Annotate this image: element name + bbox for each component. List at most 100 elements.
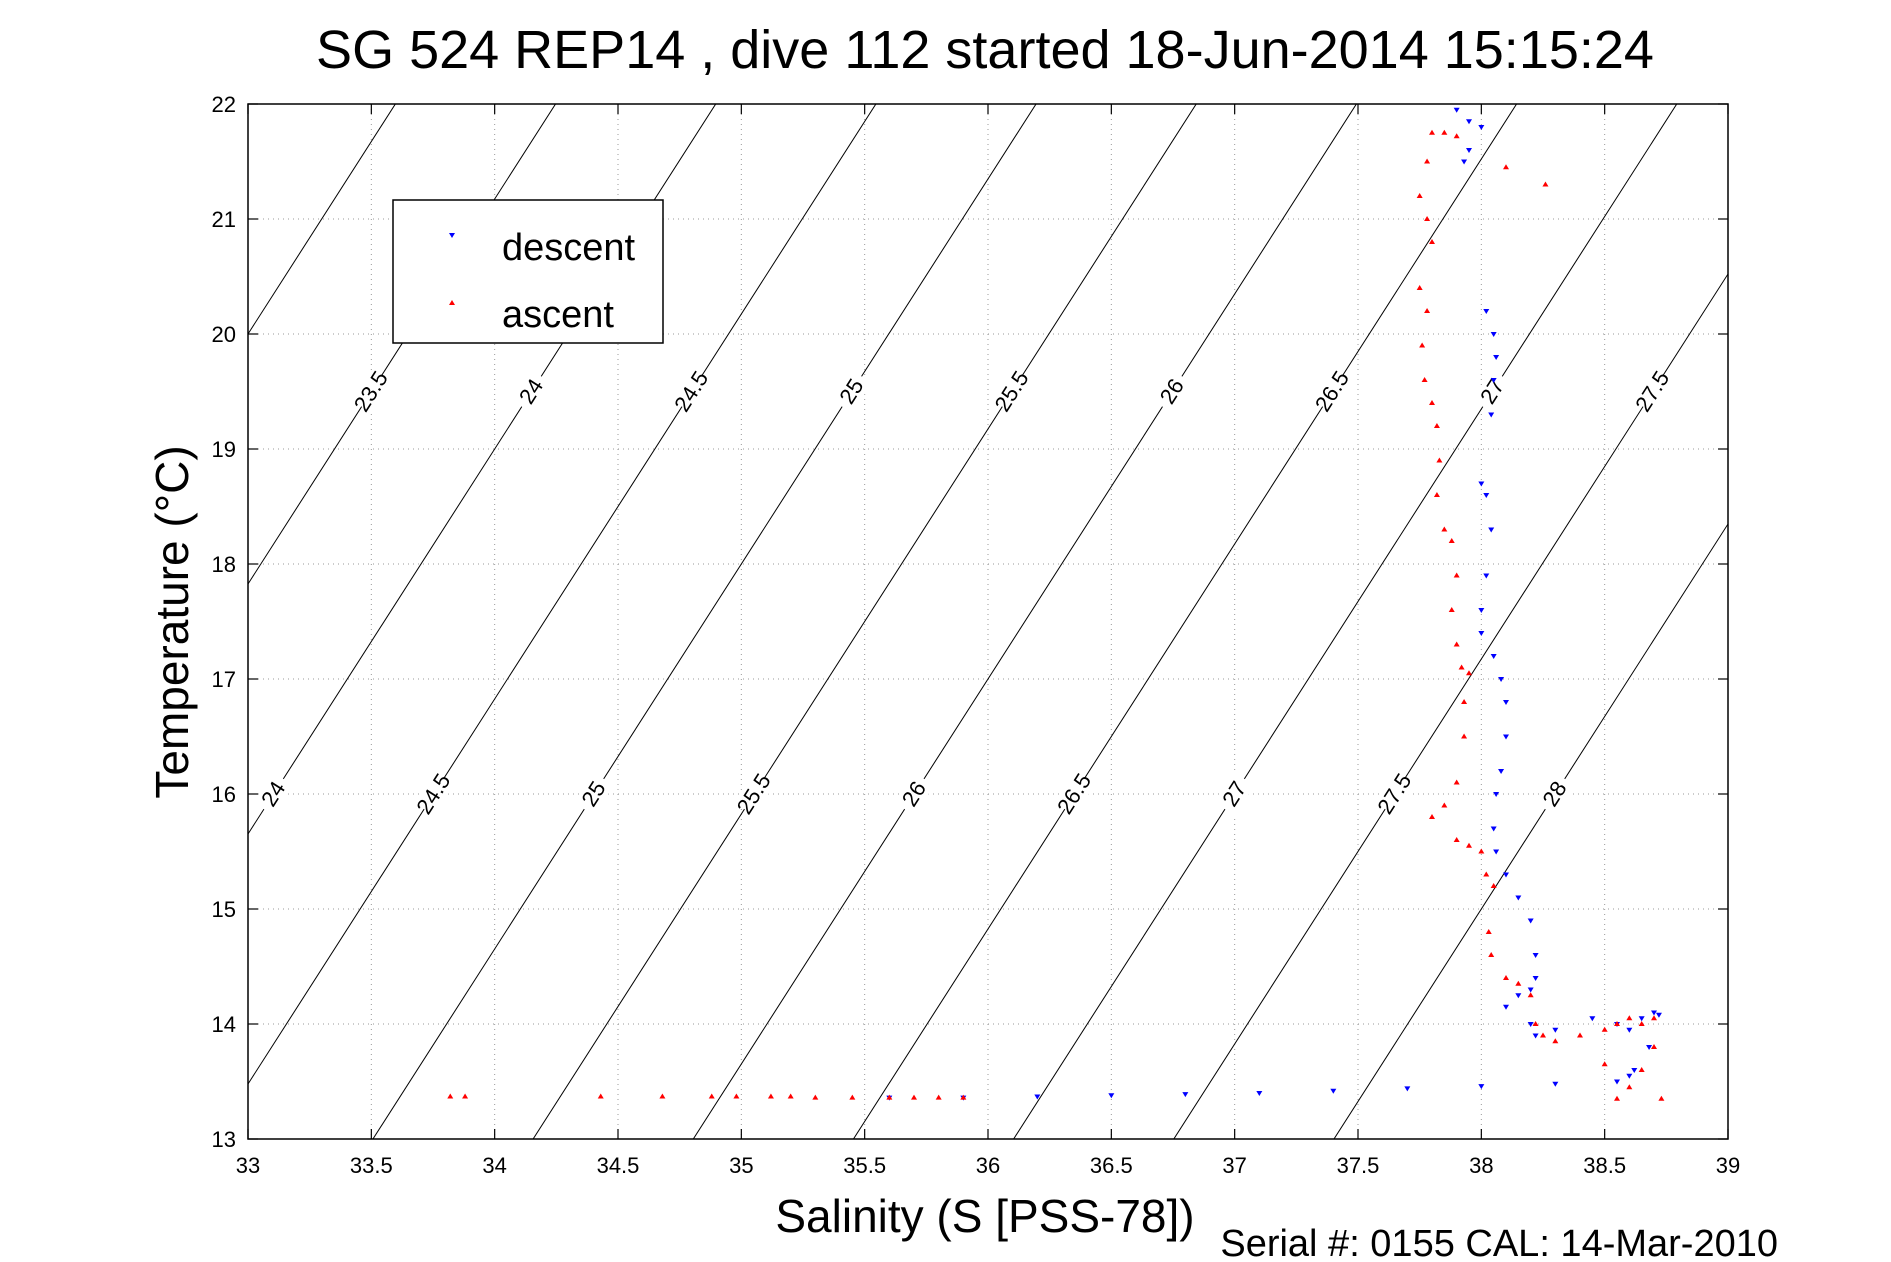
ascent-point	[1453, 572, 1460, 578]
descent-point	[1490, 332, 1497, 337]
descent-point	[1552, 1081, 1559, 1087]
descent-point	[1532, 953, 1539, 958]
density-contour-label-bg	[671, 369, 712, 414]
descent-point	[1532, 976, 1539, 981]
y-tick-label: 17	[212, 667, 236, 692]
descent-point	[1515, 993, 1522, 999]
ascent-point	[1453, 837, 1460, 842]
ascent-point	[911, 1094, 917, 1100]
legend-ascent-label: ascent	[502, 294, 614, 336]
density-contour-label: 25.5	[732, 769, 776, 819]
ascent-point	[1488, 952, 1495, 957]
ascent-point	[659, 1093, 666, 1099]
ascent-point	[447, 1093, 454, 1099]
ascent-point	[767, 1093, 774, 1099]
density-contour-label-bg	[1375, 772, 1415, 816]
density-contour	[248, 104, 717, 835]
density-contour-label: 27.5	[1372, 769, 1416, 819]
descent-point	[1466, 119, 1472, 125]
ascent-point	[1503, 975, 1509, 980]
descent-point	[1527, 918, 1534, 924]
density-contour-label-bg	[1472, 369, 1513, 414]
y-tick-label: 21	[212, 207, 236, 232]
y-tick-label: 16	[212, 782, 236, 807]
ascent-point	[1601, 1061, 1608, 1067]
descent-point	[1478, 608, 1485, 613]
density-contour-label-bg	[992, 369, 1032, 414]
x-tick-label: 39	[1716, 1153, 1740, 1178]
legend-box	[392, 199, 664, 344]
ascent-point	[1638, 1067, 1645, 1072]
descent-point	[1483, 573, 1490, 579]
ascent-point	[1433, 492, 1440, 497]
x-tick-label: 33.5	[350, 1153, 393, 1178]
descent-point	[1498, 769, 1505, 774]
ascent-point	[1436, 457, 1443, 463]
descent-point	[1493, 355, 1500, 360]
density-contour-label: 24.5	[669, 366, 713, 416]
ascent-point	[1658, 1095, 1665, 1101]
density-contour-label-bg	[734, 772, 774, 816]
ascent-point	[1483, 871, 1490, 877]
ascent-point	[1614, 1021, 1620, 1026]
y-tick-label: 15	[212, 897, 236, 922]
ascent-point	[1441, 526, 1448, 532]
density-contour	[852, 104, 1518, 1139]
density-contour-label: 23.5	[349, 366, 393, 416]
ascent-point	[1441, 129, 1448, 135]
density-contour-label-bg	[351, 369, 392, 414]
descent-point	[1478, 1084, 1485, 1090]
axis-ticks: 33 33.5 34 34.5 35 35.5 36 36.5 37 37.5 38 38.5 39 13…	[212, 92, 1741, 1178]
ascent-point	[1651, 1044, 1657, 1049]
ascent-point	[597, 1093, 604, 1099]
descent-point	[1589, 1016, 1596, 1022]
density-contour	[532, 104, 1197, 1139]
x-tick-label: 38.5	[1583, 1153, 1626, 1178]
density-contour	[1173, 273, 1728, 1139]
ascent-point	[787, 1093, 794, 1099]
density-contour	[692, 104, 1357, 1139]
ascent-point	[935, 1094, 942, 1100]
y-tick-label: 20	[212, 322, 236, 347]
ascent-point	[1429, 814, 1435, 819]
density-contour-label: 26.5	[1310, 366, 1354, 416]
descent-point	[1626, 1027, 1633, 1033]
descent-point	[1490, 378, 1497, 383]
ascent-point	[1453, 641, 1460, 647]
ascent-point	[1478, 848, 1485, 854]
ascent-point	[1433, 423, 1440, 428]
density-contour-label: 26.5	[1052, 769, 1096, 819]
ascent-point	[1421, 377, 1428, 382]
y-tick-label: 22	[212, 92, 236, 117]
x-tick-label: 36.5	[1090, 1153, 1133, 1178]
ascent-point	[886, 1094, 893, 1100]
descent-point	[1478, 481, 1485, 487]
density-contour-label-bg	[832, 369, 872, 414]
descent-point	[1108, 1093, 1115, 1099]
ascent-point	[1638, 1021, 1645, 1026]
ascent-point	[1416, 285, 1423, 290]
density-contour-label-bg	[413, 772, 454, 816]
legend-descent-label: descent	[502, 227, 636, 269]
descent-point	[1483, 493, 1490, 498]
chart-title: SG 524 REP14 , dive 112 started 18-Jun-2…	[316, 20, 1654, 80]
x-tick-label: 35.5	[843, 1153, 886, 1178]
ascent-point	[1453, 133, 1460, 139]
y-axis-label: Temperature (°C)	[146, 445, 198, 798]
x-axis-label: Salinity (S [PSS-78])	[775, 1190, 1194, 1242]
descent-point	[1182, 1092, 1189, 1098]
descent-point	[1034, 1094, 1041, 1100]
ascent-point	[1540, 1032, 1546, 1038]
ascent-point	[1626, 1015, 1633, 1021]
y-tick-label: 14	[212, 1012, 236, 1037]
x-tick-label: 37.5	[1337, 1153, 1380, 1178]
legend: descent ascent	[392, 199, 664, 344]
descent-point	[1614, 1079, 1620, 1085]
descent-point	[1490, 654, 1497, 659]
ascent-point	[812, 1094, 819, 1100]
density-contour-labels: 23.5242424.524.5252525.525.5262626.526.5…	[253, 366, 1674, 819]
descent-point	[1503, 734, 1509, 740]
descent-point	[1490, 826, 1497, 832]
ascent-point	[1424, 158, 1431, 164]
